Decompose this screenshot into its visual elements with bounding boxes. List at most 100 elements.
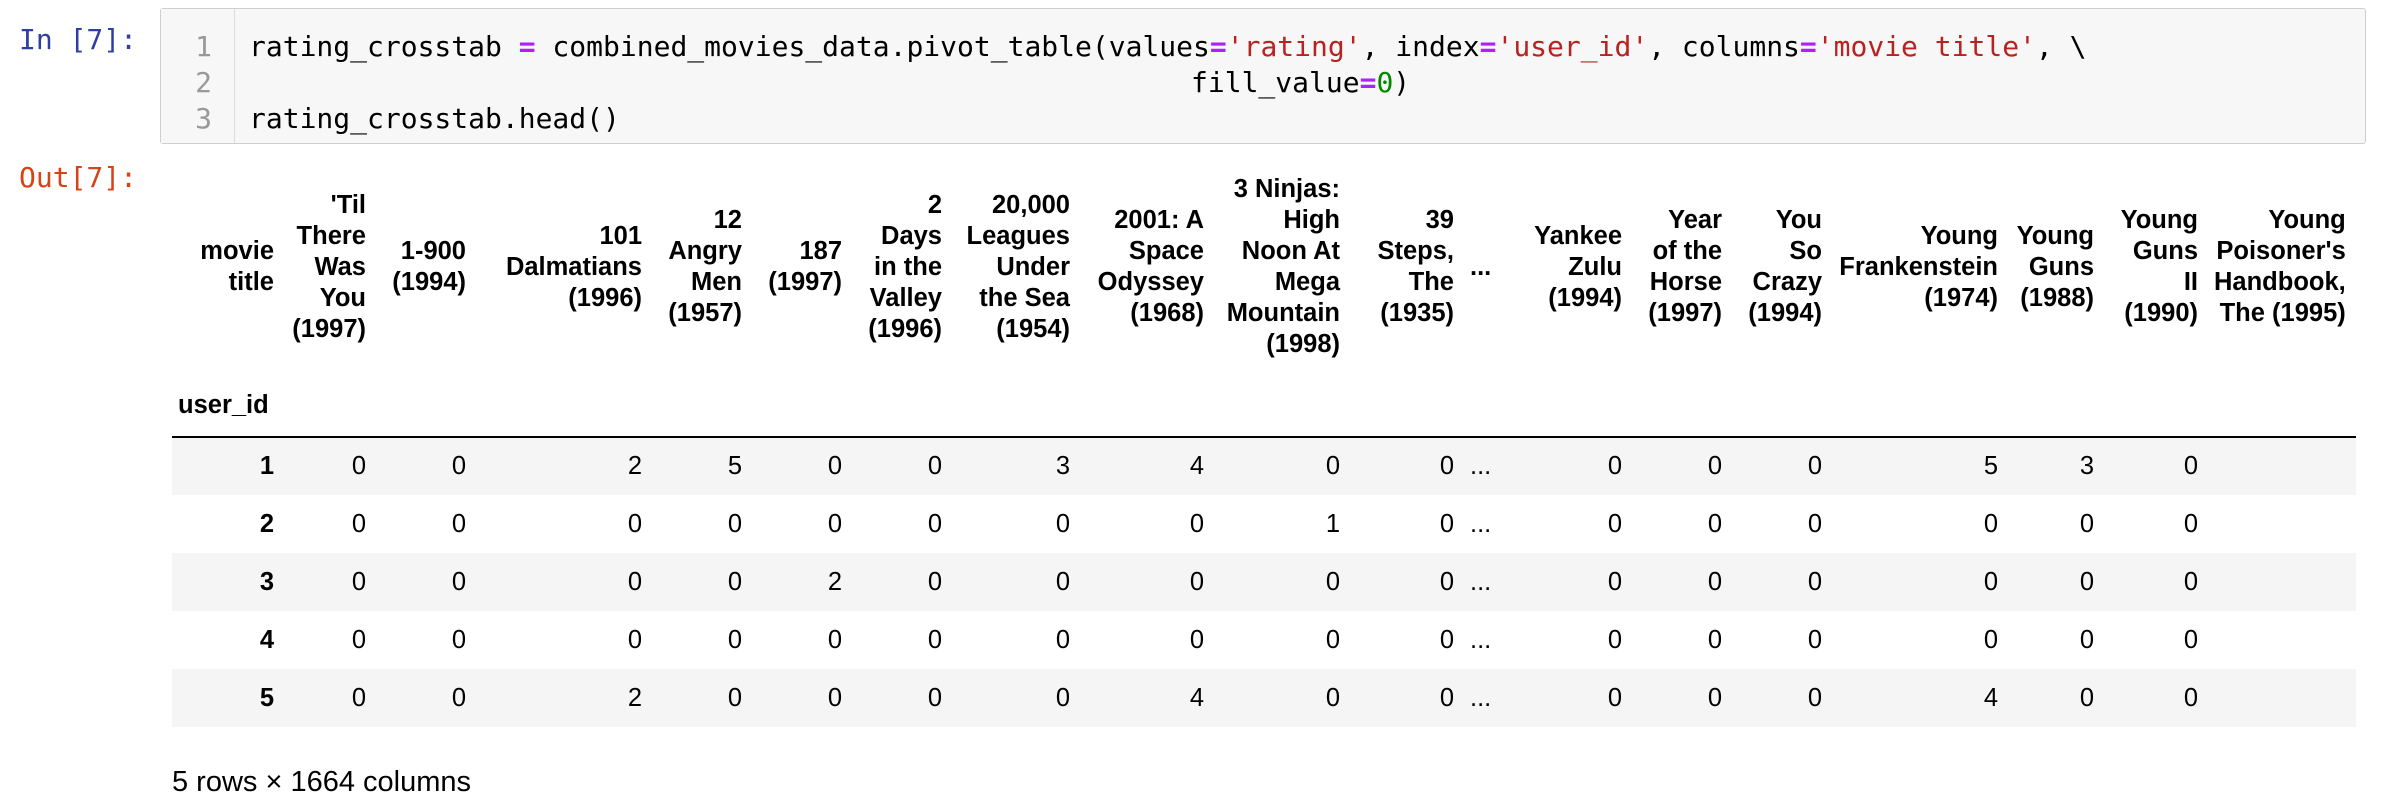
column-header: Young Guns II (1990) [2120, 206, 2198, 327]
table-cell [2208, 495, 2356, 553]
index-header-spacer [2208, 374, 2356, 438]
table-cell: 0 [1055, 509, 1070, 538]
table-cell: 0 [1189, 567, 1204, 596]
table-cell: ... [1470, 567, 1492, 596]
table-cell: 3 [2079, 452, 2094, 480]
table-cell: 0 [927, 625, 942, 654]
index-header-spacer [1732, 374, 1832, 438]
table-cell: 0 [351, 567, 366, 596]
line-number: 1 [195, 30, 212, 63]
column-header: 12 Angry Men (1957) [668, 206, 742, 327]
index-header-spacer [1464, 374, 1502, 438]
table-cell: 0 [1983, 625, 1998, 654]
column-header: 101 Dalmatians (1996) [505, 221, 642, 312]
table-cell: 0 [627, 567, 642, 596]
table-cell: 0 [1439, 567, 1454, 596]
table-cell: ... [1470, 509, 1492, 538]
table-row: 1 0 0 2 5 0 0 3 4 0 0... 0 0 0 5 3 0 [172, 437, 2356, 495]
table-cell: 0 [451, 567, 466, 596]
column-header: 2001: A Space Odyssey (1968) [1097, 206, 1204, 327]
line-number: 3 [195, 102, 212, 135]
index-header-spacer [2104, 374, 2208, 438]
table-cell: 0 [1325, 683, 1340, 712]
table-cell: 0 [1189, 509, 1204, 538]
table-cell [2208, 553, 2356, 611]
table-cell: 0 [351, 683, 366, 712]
table-cell: 0 [927, 509, 942, 538]
table-cell: 0 [1189, 625, 1204, 654]
column-header: Year of the Horse (1997) [1648, 206, 1722, 327]
table-cell: 0 [1439, 509, 1454, 538]
code-line-3[interactable]: rating_crosstab.head() [249, 102, 620, 135]
index-header-spacer [376, 374, 476, 438]
code-editor[interactable]: 1 2 3 rating_crosstab = combined_movies_… [160, 8, 2366, 144]
table-cell: 2 [627, 452, 642, 480]
table-cell: 2 [627, 683, 642, 712]
column-header: Young Frankenstein (1974) [1839, 221, 1998, 312]
table-cell: 0 [627, 625, 642, 654]
table-cell: 0 [1707, 625, 1722, 654]
table-body: 1 0 0 2 5 0 0 3 4 0 0... 0 0 0 5 3 0 2 0 0 0 0 0 0 0 0 1 0... 0 0 0 0 0 0… [172, 437, 2356, 727]
table-cell: 5 [1983, 452, 1998, 480]
table-cell: 0 [1439, 452, 1454, 480]
table-cell: 0 [727, 683, 742, 712]
table-cell: 0 [2079, 625, 2094, 654]
table-cell: 0 [1325, 625, 1340, 654]
index-header-spacer [752, 374, 852, 438]
table-cell: 2 [827, 567, 842, 596]
table-cell: 3 [1055, 452, 1070, 480]
table-cell: 0 [2183, 452, 2198, 480]
index-header-row: user_id [172, 374, 2356, 438]
row-index: 5 [259, 683, 274, 712]
table-cell: 0 [827, 683, 842, 712]
table-cell: 0 [1607, 625, 1622, 654]
table-cell: 0 [927, 567, 942, 596]
index-header-spacer [284, 374, 376, 438]
table-cell: 0 [727, 509, 742, 538]
table-cell: ... [1470, 683, 1492, 712]
column-header: 'Til There Was You (1997) [292, 190, 366, 343]
table-row: 5 0 0 2 0 0 0 0 4 0 0... 0 0 0 4 0 0 [172, 669, 2356, 727]
table-cell: 0 [1807, 452, 1822, 480]
table-cell: 0 [1325, 567, 1340, 596]
table-cell: 0 [351, 452, 366, 480]
row-index: 4 [259, 625, 274, 654]
line-number-gutter: 1 2 3 [161, 9, 235, 143]
column-header: 187 (1997) [768, 237, 842, 296]
dataframe-output: movie title 'Til There Was You (1997) 1-900 (1… [172, 160, 2356, 738]
column-header: 1-900 (1994) [392, 237, 466, 296]
table-cell: 0 [351, 509, 366, 538]
index-header-spacer [2008, 374, 2104, 438]
table-row: 4 0 0 0 0 0 0 0 0 0 0... 0 0 0 0 0 0 [172, 611, 2356, 669]
table-cell: 0 [727, 625, 742, 654]
column-header: 39 Steps, The (1935) [1377, 206, 1454, 327]
table-cell: 0 [1807, 625, 1822, 654]
table-cell: 0 [827, 452, 842, 480]
table-cell [2208, 611, 2356, 669]
column-header-row: movie title 'Til There Was You (1997) 1-900 (1… [172, 160, 2356, 374]
table-cell: 0 [2183, 509, 2198, 538]
table-cell: 0 [627, 509, 642, 538]
index-header-spacer [852, 374, 952, 438]
index-header-spacer [1502, 374, 1632, 438]
table-cell: 0 [451, 625, 466, 654]
table-row: 3 0 0 0 0 2 0 0 0 0 0... 0 0 0 0 0 0 [172, 553, 2356, 611]
table-cell: 0 [1055, 625, 1070, 654]
code-line-1[interactable]: rating_crosstab = combined_movies_data.p… [249, 30, 2087, 63]
table-cell: 0 [827, 509, 842, 538]
column-header: Yankee Zulu (1994) [1534, 221, 1622, 312]
table-row: 2 0 0 0 0 0 0 0 0 1 0... 0 0 0 0 0 0 [172, 495, 2356, 553]
table-cell: 0 [1807, 683, 1822, 712]
table-cell: 4 [1189, 683, 1204, 712]
table-cell: 0 [927, 683, 942, 712]
input-prompt: In [7]: [19, 23, 138, 56]
column-header: 3 Ninjas: High Noon At Mega Mountain (1998) [1226, 175, 1340, 358]
table-cell: 0 [1983, 509, 1998, 538]
table-cell: 0 [727, 567, 742, 596]
table-cell: 0 [1607, 567, 1622, 596]
code-line-2[interactable]: fill_value=0) [1191, 66, 1411, 99]
table-cell: 0 [1807, 509, 1822, 538]
table-cell: 0 [2183, 625, 2198, 654]
table-cell: 0 [1707, 509, 1722, 538]
index-header-spacer [1632, 374, 1732, 438]
